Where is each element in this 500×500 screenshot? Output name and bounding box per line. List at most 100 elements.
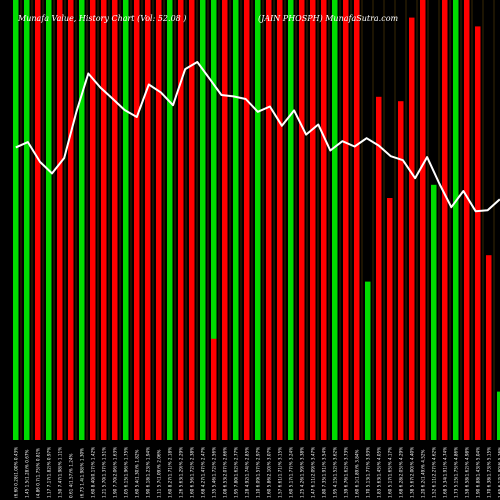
x-tick-label: (4.86 0.7(1.75)% 0.81% [35,448,40,498]
x-tick-label: 1.90 6.88(1.43)% 5.04% [475,447,480,498]
bars-layer [13,0,500,441]
x-tick-label: 1.28 4.92(1.74)% 2.85% [244,447,249,498]
x-tick-label: 1.47 6.11(2.09)% 3.47% [310,447,315,498]
volume-bar [35,0,41,440]
volume-bar [453,0,459,440]
volume-bar [68,0,74,440]
volume-bar [365,281,371,440]
x-tick-label: 1.05 6.15(1.96)% 1.75% [123,447,128,498]
x-tick-label: 1.60 8.27(1.71)% 2.18% [167,447,172,498]
x-tick-label: 1.20 6.2(1.49)% 4.52% [420,449,425,498]
x-tick-labels: (6.60 0.28)1.00% 0.43% 1.45 1.5(1.28)% 0.… [13,447,500,498]
x-tick-label: 1.60 5.17(1.77)% 3.24% [288,447,293,498]
x-tick-label: 1.58 6.58(1.62)% 4.98% [464,447,469,498]
x-tick-label: 1.95 7.80(1.62)% 2.77% [233,447,238,498]
x-tick-label: 1.35 5.46(1.72)% 2.56% [211,447,216,498]
volume-bar [299,0,305,440]
x-tick-label: 1.38 5.67(2.00)% 4.40% [409,447,414,498]
x-tick-label: 1.95 4.15(1.52)% 3.62% [332,447,337,498]
x-tick-label: 0.61 4(1.57)% 1.24% [68,453,73,498]
x-tick-label: 1.10 6.09(1.57)% 2.97% [255,447,260,498]
volume-bar [288,0,294,440]
volume-bar [211,0,217,440]
volume-bar [321,0,327,440]
x-tick-label: 1.60 5.86(2.10)% 3.07% [266,447,271,498]
x-tick-label: 1.11 5.7(1.09)% 2.06% [156,449,161,498]
x-tick-label: 1.52 6.11(2.27)% 4.62% [431,447,436,498]
price-line [15,61,500,213]
volume-bar [90,0,96,440]
x-tick-label: 1.68 4.27(1.47)% 2.47% [200,447,205,498]
volume-bar [112,0,118,440]
x-tick-label: 1.68 6.28(2.05)% 4.29% [398,447,403,498]
x-tick-label: 1.50 7.47(1.98)% 1.11% [57,447,62,498]
volume-bar [79,0,85,440]
volume-bar [464,0,470,440]
x-tick-label: 1.39 6.76(1.62)% 3.73% [343,447,348,498]
volume-bar [266,0,272,440]
volume-bar [376,96,382,441]
volume-bar [343,0,349,440]
x-tick-label: 1.80 7.35(1.91)% 3.54% [321,447,326,498]
volume-bar [475,26,481,441]
volume-bar [145,0,151,440]
x-tick-label: 1.60 5.4(1.30)% 1.82% [134,449,139,498]
volume-bar [57,0,63,440]
x-tick-label: 1.90 7.70(2.06)% 1.63% [112,447,117,498]
chart-title-right: (JAIN PHOSPH) MunafaSutra.com [258,14,399,23]
x-tick-label: 1.65 6.17(1.80)% 5.26% [497,447,500,498]
x-tick-label: 1.70 6.38(1.73)% 5.15% [486,447,491,498]
volume-bar [255,0,261,440]
volume-bar [387,198,393,440]
x-tick-label: 1.17 7.17(1.82)% 0.97% [46,447,51,498]
x-tick-label: 1.90 6.18(1.23)% 1.94% [145,447,150,498]
volume-bar [310,0,316,440]
volume-bar [332,0,338,440]
x-tick-label: 1.08 6.53(2.07)% 2.66% [222,447,227,498]
x-tick-label: 1.70 5.13(1.77)% 3.93% [365,447,370,498]
x-tick-label: 1.60 6.1(1.89)% 3.84% [354,449,359,498]
x-tick-label: 1.25 4.26(1.59)% 3.38% [299,447,304,498]
x-tick-label: (6.60 0.28)1.00% 0.43% [13,447,18,498]
volume-bar [354,0,360,440]
volume-bar [277,0,283,440]
volume-bar [233,0,239,440]
volume-bar [13,0,19,440]
x-tick-label: 1.21 5.70(1.37)% 1.51% [101,447,106,498]
volume-bar [167,0,173,440]
x-tick-label: 1.83 5.63(1.45)% 4.05% [376,447,381,498]
x-tick-label: 1.68 5.34(1.91)% 4.74% [442,447,447,498]
volume-bar [409,17,415,440]
volume-bar [24,0,30,440]
overlay-bar [266,334,272,440]
x-tick-label: 1.73 5.15(1.75)% 4.86% [453,447,458,498]
volume-bar [431,184,437,440]
volume-bar [46,0,52,440]
x-tick-label: 1.57 6.61(1.71)% 3.15% [277,447,282,498]
volume-bar [134,0,140,440]
overlay-bar [211,338,217,440]
volume-bar [398,101,404,440]
volume-bar [497,391,500,440]
x-tick-label: 1.60 8.40(0.17)% 1.42% [90,447,95,498]
overlay-bar [244,132,250,440]
volume-bar [222,0,228,440]
chart-title-left: Munafa Value, History Chart (Vol: 52.08 … [17,14,186,23]
volume-bar [420,0,426,440]
x-tick-label: 1.45 1.5(1.28)% 0.67% [24,449,29,498]
volume-bar [178,0,184,440]
overlay-bars-layer [211,132,272,440]
volume-bar [156,0,162,440]
x-tick-label: 1.60 6.56(1.72)% 2.38% [189,447,194,498]
volume-bar [189,0,195,440]
volume-bar [101,0,107,440]
x-tick-label: 1.26 5.63(1.29)% 2.29% [178,447,183,498]
price-line-layer [15,61,500,213]
volume-bar [123,0,129,440]
x-tick-label: 1.60 5.17(1.65)% 4.17% [387,447,392,498]
volume-bar [200,0,206,440]
volume-bar [486,255,492,440]
x-tick-label: (6.73 1.4(1.98)% 1.30% [79,448,84,498]
